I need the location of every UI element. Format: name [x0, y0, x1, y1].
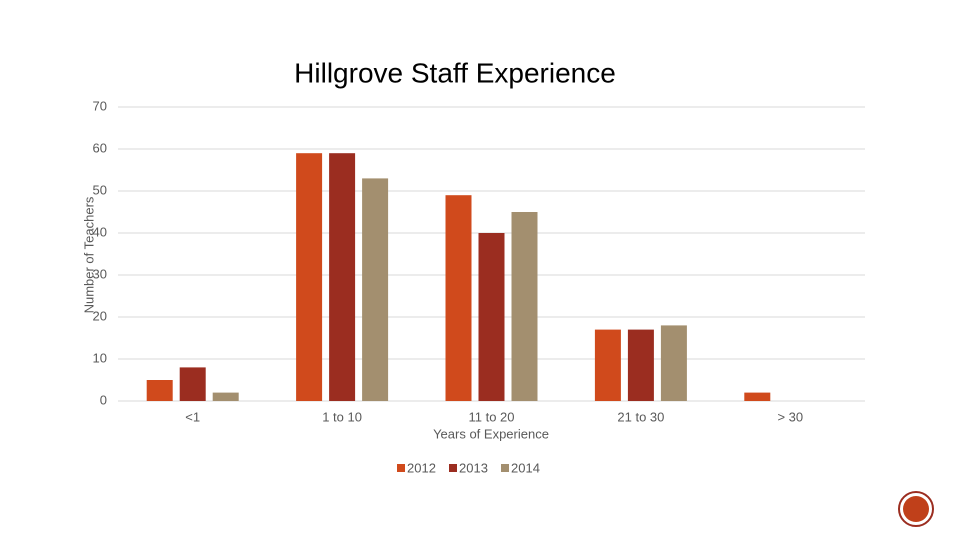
x-tick-label: 11 to 20 — [468, 409, 514, 424]
bar — [362, 178, 389, 401]
x-tick-label: 1 to 10 — [322, 409, 362, 424]
bar — [329, 153, 356, 401]
y-axis-label: Number of Teachers — [81, 196, 96, 313]
legend-swatch — [397, 464, 405, 472]
y-tick-label: 30 — [93, 266, 107, 281]
legend-swatch — [449, 464, 457, 472]
bar — [445, 195, 472, 401]
x-tick-label: > 30 — [777, 409, 803, 424]
bar — [146, 380, 173, 401]
chart-title: Hillgrove Staff Experience — [294, 57, 616, 88]
bar — [627, 329, 654, 401]
x-tick-label: 21 to 30 — [617, 409, 664, 424]
bar — [744, 392, 771, 401]
y-tick-label: 10 — [93, 350, 107, 365]
y-tick-label: 40 — [93, 224, 107, 239]
x-tick-label: <1 — [185, 409, 200, 424]
bar — [478, 233, 505, 401]
y-tick-label: 50 — [93, 182, 107, 197]
bar — [296, 153, 323, 401]
legend-label: 2014 — [511, 460, 540, 475]
y-tick-label: 60 — [93, 140, 107, 155]
legend-label: 2013 — [459, 460, 488, 475]
logo — [898, 491, 934, 527]
y-tick-label: 0 — [100, 392, 107, 407]
legend-label: 2012 — [407, 460, 436, 475]
bar — [594, 329, 621, 401]
bar — [511, 212, 538, 401]
bar — [212, 392, 239, 401]
legend-swatch — [501, 464, 509, 472]
y-tick-label: 70 — [93, 98, 107, 113]
x-axis-label: Years of Experience — [433, 426, 549, 441]
bar — [660, 325, 687, 401]
y-tick-label: 20 — [93, 308, 107, 323]
bar — [179, 367, 206, 401]
